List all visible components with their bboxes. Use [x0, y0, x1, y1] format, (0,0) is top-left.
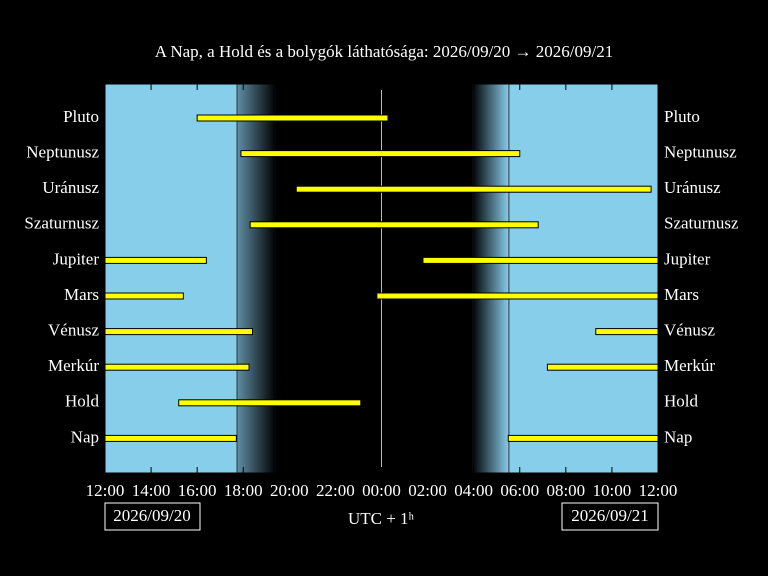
row-label: Neptunusz — [664, 143, 737, 162]
date-end: 2026/09/21 — [571, 506, 648, 525]
x-tick-label: 00:00 — [362, 481, 401, 500]
visibility-bar — [546, 363, 659, 371]
x-tick-label: 06:00 — [500, 481, 539, 500]
x-axis-label: UTC + 1ʰ — [348, 509, 415, 528]
chart-title: A Nap, a Hold és a bolygók láthatósága: … — [155, 42, 613, 61]
row-label: Hold — [65, 392, 100, 411]
row-label: Nap — [664, 427, 692, 446]
x-tick-label: 12:00 — [86, 481, 125, 500]
row-label: Pluto — [63, 107, 99, 126]
row-label: Jupiter — [53, 249, 100, 268]
x-tick-label: 08:00 — [546, 481, 585, 500]
visibility-bar — [240, 150, 521, 158]
date-box — [104, 502, 201, 531]
row-label: Hold — [664, 392, 699, 411]
x-tick-label: 12:00 — [639, 481, 678, 500]
x-tick-label: 22:00 — [316, 481, 355, 500]
row-label: Jupiter — [664, 249, 711, 268]
dawn — [472, 84, 509, 473]
visibility-bar — [104, 363, 250, 371]
row-label: Uránusz — [42, 178, 99, 197]
dusk — [237, 84, 276, 473]
row-label: Mars — [64, 285, 99, 304]
visibility-bar — [104, 328, 253, 336]
visibility-bar — [507, 434, 659, 442]
x-tick-label: 16:00 — [178, 481, 217, 500]
date-box — [561, 502, 659, 531]
x-tick-label: 20:00 — [270, 481, 309, 500]
x-tick-label: 02:00 — [408, 481, 447, 500]
row-label: Vénusz — [48, 321, 99, 340]
row-label: Vénusz — [664, 321, 715, 340]
x-tick-label: 14:00 — [132, 481, 171, 500]
visibility-bar — [104, 292, 184, 300]
visibility-bar — [295, 185, 652, 193]
row-label: Neptunusz — [26, 143, 99, 162]
x-tick-label: 18:00 — [224, 481, 263, 500]
visibility-bar — [422, 256, 659, 264]
visibility-bar — [196, 114, 389, 122]
visibility-bar — [178, 399, 362, 407]
row-label: Szaturnusz — [24, 214, 99, 233]
row-label: Mars — [664, 285, 699, 304]
visibility-bar — [104, 256, 207, 264]
plot-frame — [104, 83, 659, 474]
row-label: Nap — [71, 427, 99, 446]
x-tick-label: 04:00 — [454, 481, 493, 500]
visibility-bar — [595, 328, 659, 336]
row-label: Uránusz — [664, 178, 721, 197]
row-label: Pluto — [664, 107, 700, 126]
visibility-bar — [249, 221, 539, 229]
x-tick-label: 10:00 — [593, 481, 632, 500]
date-start: 2026/09/20 — [113, 506, 190, 525]
row-label: Merkúr — [48, 356, 99, 375]
visibility-bar — [104, 434, 237, 442]
night — [275, 84, 473, 473]
visibility-bar — [376, 292, 659, 300]
row-label: Merkúr — [664, 356, 715, 375]
row-label: Szaturnusz — [664, 214, 739, 233]
